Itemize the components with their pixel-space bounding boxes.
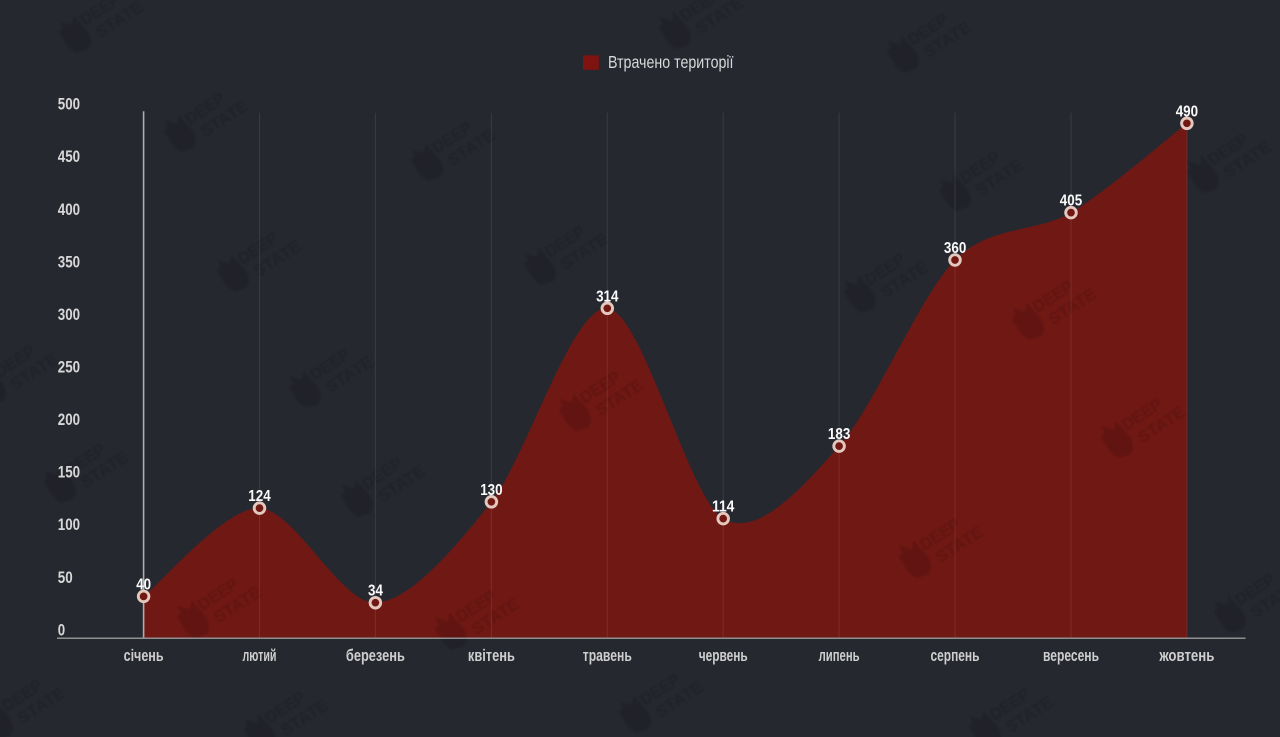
svg-text:200: 200 — [58, 410, 80, 429]
svg-text:лютий: лютий — [243, 646, 277, 665]
svg-text:400: 400 — [58, 200, 80, 219]
svg-text:300: 300 — [58, 305, 80, 324]
svg-text:січень: січень — [124, 646, 164, 665]
svg-text:490: 490 — [1176, 103, 1198, 120]
svg-text:150: 150 — [58, 463, 80, 482]
svg-text:124: 124 — [248, 488, 270, 505]
svg-text:360: 360 — [944, 240, 966, 257]
svg-text:серпень: серпень — [931, 646, 980, 665]
svg-text:250: 250 — [58, 358, 80, 377]
svg-text:130: 130 — [480, 482, 502, 499]
svg-text:жовтень: жовтень — [1159, 646, 1215, 665]
svg-text:500: 500 — [58, 95, 80, 114]
svg-text:100: 100 — [58, 515, 80, 534]
svg-text:квітень: квітень — [468, 646, 515, 665]
svg-text:314: 314 — [596, 288, 618, 305]
svg-text:березень: березень — [346, 646, 405, 665]
svg-text:липень: липень — [819, 646, 860, 665]
svg-text:50: 50 — [58, 568, 73, 587]
svg-text:450: 450 — [58, 147, 80, 166]
svg-text:183: 183 — [828, 426, 850, 443]
svg-text:34: 34 — [368, 583, 383, 600]
svg-text:40: 40 — [136, 576, 151, 593]
svg-text:травень: травень — [583, 646, 632, 665]
svg-text:405: 405 — [1060, 193, 1082, 210]
svg-text:350: 350 — [58, 252, 80, 271]
svg-text:Втрачено території: Втрачено території — [608, 52, 734, 72]
svg-text:0: 0 — [58, 620, 65, 639]
svg-text:вересень: вересень — [1043, 646, 1099, 665]
svg-text:червень: червень — [699, 646, 748, 665]
svg-text:114: 114 — [712, 499, 734, 516]
